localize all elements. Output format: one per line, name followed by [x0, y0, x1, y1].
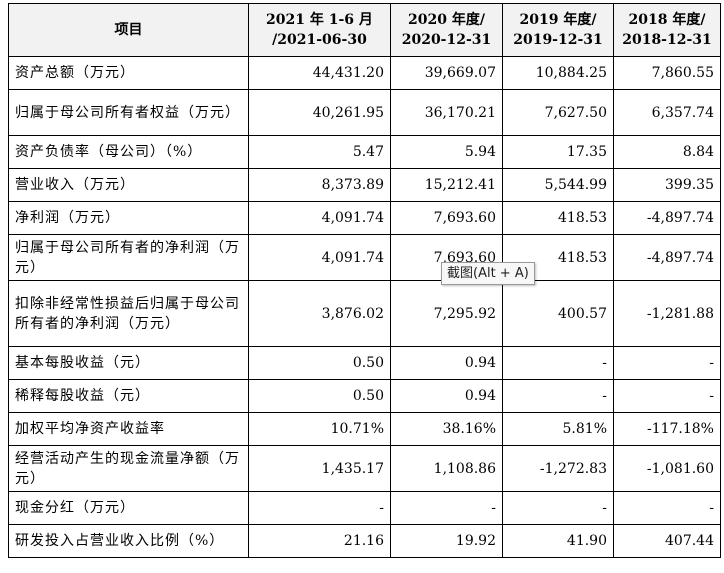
row-label: 归属于母公司所有者权益（万元） [8, 89, 249, 136]
value-cell: -117.18% [613, 412, 721, 446]
table-row: 经营活动产生的现金流量净额（万元） 1,435.17 1,108.86 -1,272.… [8, 445, 721, 492]
column-header-text: 2020-12-31 [401, 32, 492, 48]
row-label: 资产负债率（母公司）（%） [8, 135, 249, 169]
row-label: 稀释每股收益（元） [8, 379, 249, 413]
value-cell: 418.53 [502, 234, 614, 281]
value-cell: 5,544.99 [502, 168, 614, 202]
value-cell: - [502, 346, 614, 380]
value-cell: 5.47 [248, 135, 391, 169]
table-row: 归属于母公司所有者的净利润（万元） 4,091.74 7,693.60 418.53-… [8, 234, 721, 281]
value-cell: - [613, 491, 721, 525]
value-cell: 8,373.89 [248, 168, 391, 202]
value-cell: 5.94 [390, 135, 503, 169]
value-cell: - [613, 346, 721, 380]
row-label: 归属于母公司所有者的净利润（万元） [8, 234, 249, 281]
value-cell: 399.35 [613, 168, 721, 202]
value-cell: -4,897.74 [613, 234, 721, 281]
value-cell: -1,081.60 [613, 445, 721, 492]
value-cell: 0.50 [248, 379, 391, 413]
table-row: 资产负债率（母公司）（%） 5.47 5.94 17.35 8.84 [8, 135, 721, 169]
value-cell: 4,091.74 [248, 234, 391, 281]
value-cell: 10,884.25 [502, 56, 614, 90]
value-cell: 17.35 [502, 135, 614, 169]
value-cell: 36,170.21 [390, 89, 503, 136]
column-header-text: 2018-12-31 [622, 32, 712, 48]
value-cell: 1,435.17 [248, 445, 391, 492]
value-cell: 7,860.55 [613, 56, 721, 90]
value-cell: - [613, 379, 721, 413]
table-row: 研发投入占营业收入比例（%） 21.16 19.92 41.90 407.44 [8, 524, 721, 558]
column-header-text: 2019 年度/ [519, 12, 597, 28]
value-cell: 1,108.86 [390, 445, 503, 492]
value-cell: 10.71% [248, 412, 391, 446]
table-body: 资产总额（万元） 44,431.20 39,669.07 10,884.25 7,860… [8, 56, 721, 558]
table-row: 基本每股收益（元） 0.50 0.94- - [8, 346, 721, 380]
column-header-period: 2019 年度/2019-12-31 [502, 3, 614, 57]
table-row: 净利润（万元） 4,091.74 7,693.60 418.53 -4,897.74 [8, 201, 721, 235]
value-cell: 21.16 [248, 524, 391, 558]
column-header-period: 2018 年度/2018-12-31 [613, 3, 721, 57]
column-header-text: 2021 年 1-6 月 [266, 12, 373, 28]
value-cell: - [502, 379, 614, 413]
value-cell: 15,212.41 [390, 168, 503, 202]
value-cell: 400.57 [502, 280, 614, 347]
financial-data-table: 项目 2021 年 1-6 月/2021-06-30 2020 年度/2020-12… [8, 3, 721, 558]
value-cell: 39,669.07 [390, 56, 503, 90]
column-header-item: 项目 [8, 3, 249, 57]
value-cell: 40,261.95 [248, 89, 391, 136]
screenshot-tooltip: 截图(Alt + A) [441, 262, 535, 285]
value-cell: - [248, 491, 391, 525]
table-row: 营业收入（万元） 8,373.89 15,212.41 5,544.99 399.35 [8, 168, 721, 202]
row-label: 扣除非经常性损益后归属于母公司所有者的净利润（万元） [8, 280, 249, 347]
table-row: 归属于母公司所有者权益（万元） 40,261.95 36,170.21 7,627.5… [8, 89, 721, 136]
value-cell: 6,357.74 [613, 89, 721, 136]
table-row: 扣除非经常性损益后归属于母公司所有者的净利润（万元） 3,876.02 7,295.… [8, 280, 721, 347]
value-cell: -4,897.74 [613, 201, 721, 235]
value-cell: - [390, 491, 503, 525]
table-row: 加权平均净资产收益率 10.71% 38.16% 5.81% -117.18% [8, 412, 721, 446]
value-cell: 0.50 [248, 346, 391, 380]
row-label: 加权平均净资产收益率 [8, 412, 249, 446]
row-label: 净利润（万元） [8, 201, 249, 235]
value-cell: 7,295.92 [390, 280, 503, 347]
value-cell: 0.94 [390, 346, 503, 380]
value-cell: 0.94 [390, 379, 503, 413]
value-cell: 3,876.02 [248, 280, 391, 347]
row-label: 营业收入（万元） [8, 168, 249, 202]
column-header-text: 2019-12-31 [513, 32, 603, 48]
value-cell: 407.44 [613, 524, 721, 558]
value-cell: -1,281.88 [613, 280, 721, 347]
column-header-period: 2021 年 1-6 月/2021-06-30 [248, 3, 391, 57]
column-header-period: 2020 年度/2020-12-31 [390, 3, 503, 57]
value-cell: 41.90 [502, 524, 614, 558]
value-cell: 38.16% [390, 412, 503, 446]
value-cell: 4,091.74 [248, 201, 391, 235]
row-label: 研发投入占营业收入比例（%） [8, 524, 249, 558]
column-header-text: 项目 [114, 22, 143, 38]
value-cell: 44,431.20 [248, 56, 391, 90]
table-row: 现金分红（万元） - - - - [8, 491, 721, 525]
value-cell: 5.81% [502, 412, 614, 446]
table-header-row: 项目 2021 年 1-6 月/2021-06-30 2020 年度/2020-12… [8, 3, 721, 57]
column-header-text: 2018 年度/ [628, 12, 706, 28]
value-cell: - [502, 491, 614, 525]
value-cell: 8.84 [613, 135, 721, 169]
table-row: 稀释每股收益（元） 0.50 0.94- - [8, 379, 721, 413]
column-header-text: /2021-06-30 [272, 32, 367, 48]
row-label: 资产总额（万元） [8, 56, 249, 90]
value-cell: 7,693.60 [390, 201, 503, 235]
row-label: 经营活动产生的现金流量净额（万元） [8, 445, 249, 492]
row-label: 基本每股收益（元） [8, 346, 249, 380]
value-cell: 19.92 [390, 524, 503, 558]
column-header-text: 2020 年度/ [408, 12, 485, 28]
row-label: 现金分红（万元） [8, 491, 249, 525]
value-cell: 7,627.50 [502, 89, 614, 136]
table-row: 资产总额（万元） 44,431.20 39,669.07 10,884.25 7,860… [8, 56, 721, 90]
value-cell: 418.53 [502, 201, 614, 235]
value-cell: -1,272.83 [502, 445, 614, 492]
